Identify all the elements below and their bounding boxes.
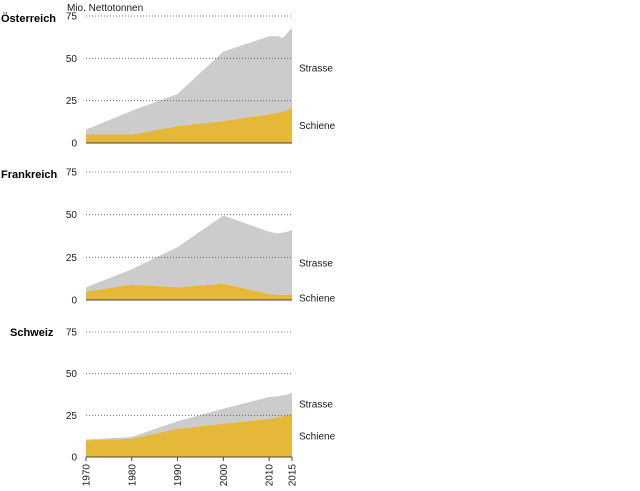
y-tick-label: 25	[66, 96, 78, 107]
y-tick-label: 75	[66, 168, 78, 179]
y-tick-label: 25	[66, 411, 78, 422]
panel-title: Frankreich	[1, 169, 58, 181]
unit-label: Mio. Nettotonnen	[67, 3, 143, 14]
x-tick-label: 1980	[127, 464, 138, 487]
x-tick-label: 1990	[173, 464, 184, 487]
y-tick-label: 25	[66, 253, 78, 264]
panel-1: Österreich 0 25 50 75 Strasse Schiene	[1, 12, 336, 150]
series-label-strasse: Strasse	[299, 258, 333, 269]
panel-title: Schweiz	[10, 327, 54, 339]
y-tick-label: 75	[66, 328, 78, 339]
area-strasse	[86, 27, 292, 135]
y-tick-label: 0	[71, 139, 77, 150]
x-tick-label: 2015	[288, 464, 299, 487]
y-tick-label: 50	[66, 54, 78, 65]
series-label-strasse: Strasse	[299, 399, 333, 410]
y-tick-label: 50	[66, 210, 78, 221]
y-tick-label: 0	[71, 453, 77, 464]
area-strasse	[86, 392, 292, 441]
x-tick-label: 1970	[82, 464, 93, 487]
panel-2: Frankreich 0 25 50 75 Strasse Schiene	[1, 168, 336, 307]
area-strasse	[86, 215, 292, 295]
series-label-schiene: Schiene	[299, 121, 336, 132]
area-schiene	[86, 107, 292, 143]
y-tick-label: 75	[66, 12, 78, 23]
series-label-schiene: Schiene	[299, 293, 336, 304]
y-tick-label: 50	[66, 369, 78, 380]
x-tick-label: 2010	[265, 464, 276, 487]
series-label-strasse: Strasse	[299, 64, 333, 75]
area-schiene	[86, 283, 292, 300]
panel-3: Schweiz 0 25 50 75 Strasse Schiene 1970 1980 1990…	[10, 327, 336, 486]
panel-title: Österreich	[1, 12, 56, 25]
x-tick-label: 2000	[219, 464, 230, 487]
area-schiene	[86, 413, 292, 457]
series-label-schiene: Schiene	[299, 431, 336, 442]
y-tick-label: 0	[71, 296, 77, 307]
